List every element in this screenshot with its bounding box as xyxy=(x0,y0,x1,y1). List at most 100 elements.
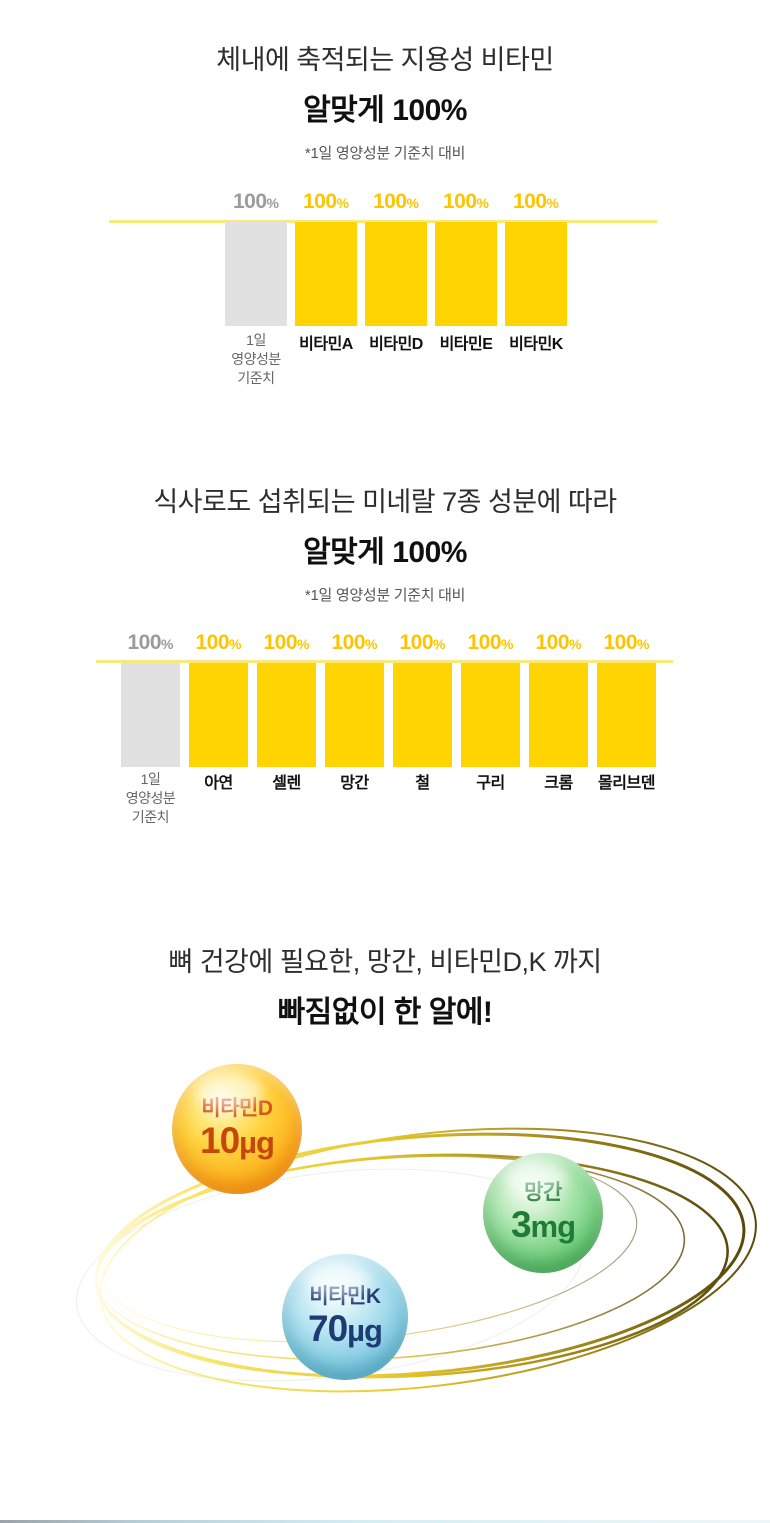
amount-number: 10 xyxy=(200,1119,240,1161)
section-bone-header: 뼈 건강에 필요한, 망간, 비타민D,K 까지 빠짐없이 한 알에! xyxy=(0,940,770,1031)
bar-column-selenium: 100% 셀렌 xyxy=(257,631,316,831)
section-bone-emphasis: 빠짐없이 한 알에! xyxy=(277,996,493,1029)
copper-label: 구리 xyxy=(476,775,505,792)
bar-value-unit: % xyxy=(229,636,242,652)
bottom-divider xyxy=(0,1520,770,1523)
reference-label-line: 1일 xyxy=(140,771,161,787)
amount-unit: µg xyxy=(239,1124,275,1160)
chromium-label: 크롬 xyxy=(544,775,573,792)
vitamin-d-ball-name: 비타민D xyxy=(201,1096,273,1120)
bar-value-label: 100% xyxy=(461,631,520,655)
bar-value-number: 100 xyxy=(373,190,407,213)
bar-value-unit: % xyxy=(297,636,310,652)
bar-value-number: 100 xyxy=(127,631,162,654)
section-minerals-header: 식사로도 섭취되는 미네랄 7종 성분에 따라 알맞게 100% *1일 영양성… xyxy=(0,480,770,605)
amount-number: 70 xyxy=(308,1307,348,1349)
bar-value-label: 100% xyxy=(257,631,316,655)
orbit-ring xyxy=(99,1127,757,1393)
bar-value-number: 100 xyxy=(233,190,267,213)
bar-value-label: 100% xyxy=(121,631,180,655)
chart-baseline xyxy=(109,220,657,223)
reference-label-line: 영양성분 xyxy=(125,790,176,806)
bar-value-label: 100% xyxy=(597,631,656,655)
reference-label-line: 영양성분 xyxy=(231,351,281,367)
vitamin-k-ball-name: 비타민K xyxy=(309,1284,381,1308)
reference-bar-label: 1일 영양성분 기준치 xyxy=(126,770,176,827)
bar-value-unit: % xyxy=(161,636,174,652)
selenium-bar xyxy=(257,663,316,767)
chart-baseline xyxy=(96,660,673,663)
bar-value-label: 100% xyxy=(189,631,248,655)
bar-value-unit: % xyxy=(501,636,514,652)
minerals-bar-chart: 100% 1일 영양성분 기준치 100% 아연 100% 셀렌 xyxy=(0,631,770,831)
reference-bar-label: 1일 영양성분 기준치 xyxy=(231,331,281,388)
bar-column-manganese: 100% 망간 xyxy=(325,631,384,831)
section-minerals-note: *1일 영양성분 기준치 대비 xyxy=(304,587,466,604)
reference-label-line: 1일 xyxy=(246,332,266,348)
bar-column-copper: 100% 구리 xyxy=(461,631,520,831)
manganese-bar xyxy=(325,663,384,767)
orbit-diagram: 비타민D 10µg 망간 3mg 비타민K 70µg xyxy=(0,1050,770,1450)
bar-value-unit: % xyxy=(476,195,489,211)
vitamin-k-bar xyxy=(505,222,567,326)
bar-value-label: 100% xyxy=(505,190,567,214)
bar-value-number: 100 xyxy=(195,631,230,654)
bar-value-number: 100 xyxy=(331,631,366,654)
selenium-label: 셀렌 xyxy=(272,775,301,792)
zinc-bar xyxy=(189,663,248,767)
iron-label: 철 xyxy=(415,775,430,792)
amount-unit: mg xyxy=(530,1208,576,1244)
orbit-ring xyxy=(95,1153,729,1379)
bar-value-label: 100% xyxy=(393,631,452,655)
bar-column-molybdenum: 100% 몰리브덴 xyxy=(597,631,656,831)
vitamin-d-label: 비타민D xyxy=(369,336,423,353)
section-minerals-emphasis: 알맞게 100% xyxy=(303,536,467,569)
bar-column-vitamin-a: 100% 비타민A xyxy=(295,190,357,390)
bar-value-number: 100 xyxy=(513,190,547,213)
section-vitamins-header: 체내에 축적되는 지용성 비타민 알맞게 100% *1일 영양성분 기준치 대… xyxy=(0,38,770,163)
bar-value-number: 100 xyxy=(399,631,434,654)
section-vitamins-note: *1일 영양성분 기준치 대비 xyxy=(304,145,466,162)
bar-value-label: 100% xyxy=(529,631,588,655)
bar-value-number: 100 xyxy=(603,631,638,654)
bar-value-unit: % xyxy=(637,636,650,652)
bar-value-number: 100 xyxy=(303,190,337,213)
vitamin-e-bar xyxy=(435,222,497,326)
manganese-ball-name: 망간 xyxy=(524,1180,562,1204)
zinc-label: 아연 xyxy=(204,775,233,792)
vitamin-k-ball: 비타민K 70µg xyxy=(282,1254,408,1380)
bar-value-label: 100% xyxy=(365,190,427,214)
bar-value-unit: % xyxy=(336,195,349,211)
vitamin-e-label: 비타민E xyxy=(439,336,493,353)
vitamin-k-label: 비타민K xyxy=(509,336,563,353)
amount-number: 3 xyxy=(510,1203,532,1245)
section-vitamins-title: 체내에 축적되는 지용성 비타민 xyxy=(216,45,554,75)
bar-column-reference: 100% 1일 영양성분 기준치 xyxy=(121,631,180,831)
bar-value-unit: % xyxy=(433,636,446,652)
bar-value-label: 100% xyxy=(295,190,357,214)
bar-value-unit: % xyxy=(569,636,582,652)
bar-value-unit: % xyxy=(406,195,419,211)
bar-value-label: 100% xyxy=(325,631,384,655)
bar-column-vitamin-k: 100% 비타민K xyxy=(505,190,567,390)
orbit-ring xyxy=(94,1155,686,1361)
bar-value-label: 100% xyxy=(225,190,287,214)
vitamin-d-ball: 비타민D 10µg xyxy=(172,1064,302,1194)
bar-value-number: 100 xyxy=(443,190,477,213)
bar-value-number: 100 xyxy=(467,631,502,654)
vitamin-d-ball-amount: 10µg xyxy=(200,1119,275,1161)
copper-bar xyxy=(461,663,520,767)
bar-value-label: 100% xyxy=(435,190,497,214)
reference-label-line: 기준치 xyxy=(237,370,275,386)
section-vitamins-emphasis: 알맞게 100% xyxy=(303,94,467,127)
vitamin-a-bar xyxy=(295,222,357,326)
bar-value-unit: % xyxy=(546,195,559,211)
vitamin-k-ball-amount: 70µg xyxy=(308,1307,383,1349)
amount-unit: µg xyxy=(347,1312,383,1348)
reference-label-line: 기준치 xyxy=(131,809,170,825)
iron-bar xyxy=(393,663,452,767)
reference-bar xyxy=(225,222,287,326)
bar-column-vitamin-d: 100% 비타민D xyxy=(365,190,427,390)
bar-value-unit: % xyxy=(365,636,378,652)
